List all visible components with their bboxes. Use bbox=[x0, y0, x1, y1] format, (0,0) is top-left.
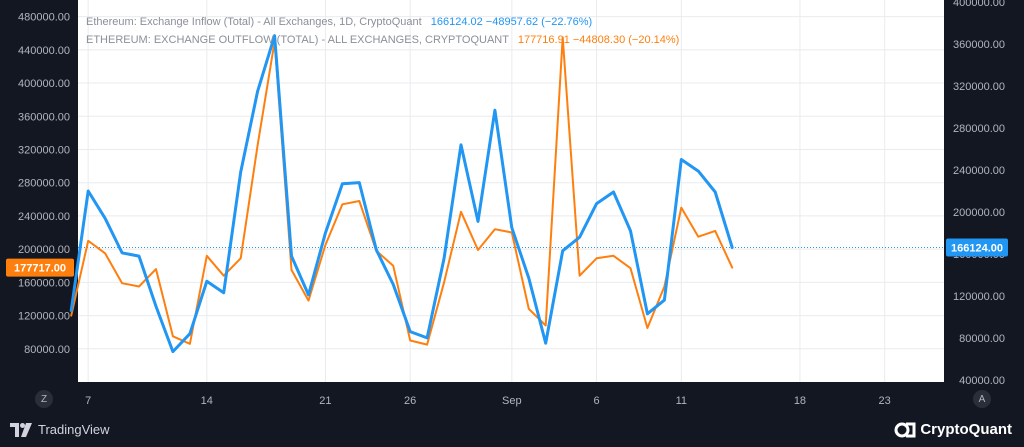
legend-inflow-values: 166124.02 −48957.62 (−22.76%) bbox=[430, 16, 593, 28]
tradingview-label: TradingView bbox=[38, 422, 110, 437]
legend-outflow-name: ETHEREUM: EXCHANGE OUTFLOW (TOTAL) - ALL… bbox=[86, 34, 509, 46]
left-axis-tick-label: 400000.00 bbox=[18, 78, 70, 90]
right-axis-tick-label: 240000.00 bbox=[953, 165, 1005, 177]
left-axis-tick-label: 480000.00 bbox=[18, 12, 70, 24]
right-scale-button[interactable]: A bbox=[973, 390, 991, 408]
left-axis-tick-label: 120000.00 bbox=[18, 311, 70, 323]
x-axis-tick-label: 11 bbox=[676, 395, 687, 407]
right-axis-tick-label: 120000.00 bbox=[953, 291, 1005, 303]
left-axis-tick-label: 160000.00 bbox=[18, 277, 70, 289]
x-axis-tick-label: 14 bbox=[201, 395, 213, 407]
right-axis-tick-label: 400000.00 bbox=[953, 0, 1005, 9]
right-axis-tick-label: 80000.00 bbox=[959, 333, 1005, 345]
left-axis-tick-label: 440000.00 bbox=[18, 45, 70, 57]
cryptoquant-icon bbox=[894, 422, 916, 437]
left-axis-tick-label: 240000.00 bbox=[18, 211, 70, 223]
x-axis-tick-label: 21 bbox=[319, 395, 331, 407]
x-axis-tick-label: Sep bbox=[502, 395, 522, 407]
tradingview-icon bbox=[10, 422, 32, 437]
inflow-price-badge-label: 166124.00 bbox=[951, 243, 1003, 255]
right-axis-tick-label: 320000.00 bbox=[953, 81, 1005, 93]
left-axis-tick-label: 320000.00 bbox=[18, 144, 70, 156]
right-axis-tick-label: 280000.00 bbox=[953, 123, 1005, 135]
chart-footer: TradingView CryptoQuant bbox=[0, 413, 1024, 447]
inflow-price-badge bbox=[946, 238, 1008, 257]
legend-inflow-name: Ethereum: Exchange Inflow (Total) - All … bbox=[86, 16, 422, 28]
tradingview-logo[interactable]: TradingView bbox=[10, 422, 110, 437]
x-axis-tick-label: 18 bbox=[794, 395, 806, 407]
left-axis-tick-label: 360000.00 bbox=[18, 111, 70, 123]
cryptoquant-logo[interactable]: CryptoQuant bbox=[894, 421, 1012, 438]
x-axis-tick-label: 7 bbox=[85, 395, 91, 407]
cryptoquant-label: CryptoQuant bbox=[920, 421, 1012, 438]
x-axis-tick-label: 6 bbox=[594, 395, 600, 407]
right-axis-tick-label: 200000.00 bbox=[953, 207, 1005, 219]
legend-outflow-values: 177716.91 −44808.30 (−20.14%) bbox=[517, 34, 680, 46]
plot-area bbox=[78, 0, 944, 382]
left-axis-tick-label: 80000.00 bbox=[24, 344, 70, 356]
chart-plot: 80000.00 120000.00 160000.00 200000.00 24000… bbox=[6, 0, 1008, 407]
right-axis-tick-label: 40000.00 bbox=[959, 375, 1005, 387]
left-scale-button[interactable]: Z bbox=[35, 390, 53, 408]
left-axis-tick-label: 280000.00 bbox=[18, 178, 70, 190]
legend-outflow: ETHEREUM: EXCHANGE OUTFLOW (TOTAL) - ALL… bbox=[86, 34, 679, 46]
left-axis-tick-label: 200000.00 bbox=[18, 244, 70, 256]
x-axis-tick-label: 23 bbox=[879, 395, 891, 407]
outflow-price-badge-label: 177717.00 bbox=[14, 263, 66, 275]
series-line-outflow bbox=[70, 36, 734, 346]
outflow-price-badge bbox=[6, 258, 74, 277]
legend-inflow: Ethereum: Exchange Inflow (Total) - All … bbox=[86, 16, 592, 28]
right-axis-tick-label: 360000.00 bbox=[953, 39, 1005, 51]
series-line-inflow bbox=[69, 34, 734, 354]
x-axis-tick-label: 26 bbox=[404, 395, 416, 407]
